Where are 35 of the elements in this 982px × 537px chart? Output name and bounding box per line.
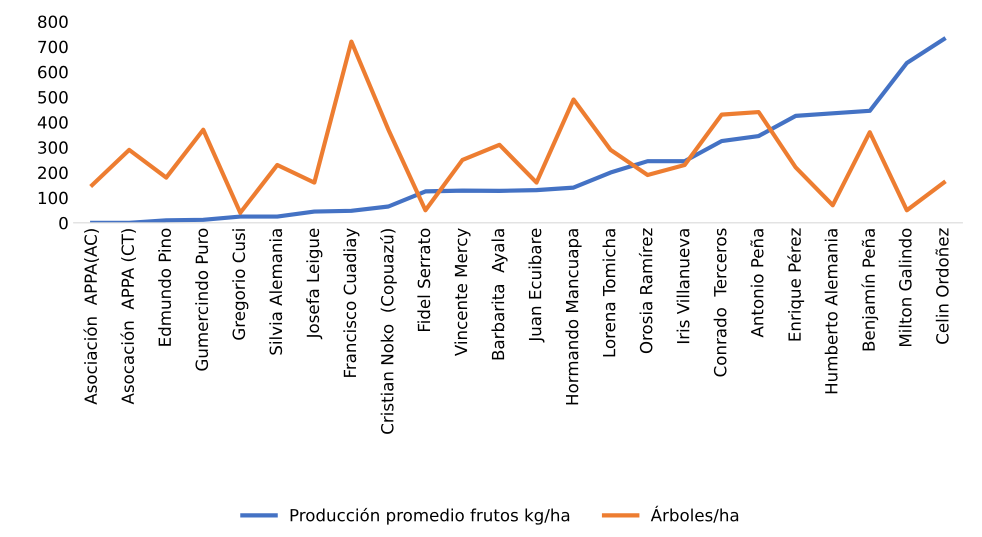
y-tick-label: 700: [38, 40, 68, 54]
x-tick-label: Gregorio Cusi: [232, 229, 248, 340]
legend-label: Árboles/ha: [650, 506, 738, 523]
y-tick-label: 400: [38, 116, 68, 129]
y-tick-label: 500: [38, 90, 68, 104]
x-tick-label: Gumercindo Puro: [195, 228, 208, 371]
y-tick-label: 200: [38, 166, 68, 180]
x-tick-label: Cristian Noko (Copuazú): [380, 229, 397, 434]
x-tick-label: Milton Galindo: [898, 228, 912, 346]
x-tick-label: Lorena Tomicha: [602, 229, 616, 356]
x-tick-label: Francisco Cuadiay: [343, 228, 360, 377]
x-tick-label: Enrique Pérez: [787, 228, 804, 341]
x-tick-label: Vincente Mercy: [454, 228, 471, 356]
x-tick-label: Josefa Leigue: [306, 228, 322, 340]
x-tick-label: Silvia Alemania: [269, 229, 282, 355]
y-tick-label: 100: [38, 192, 68, 204]
legend-label: Producción promedio frutos kg/ha: [290, 508, 570, 525]
x-tick-label: Hormando Mancuapa: [565, 229, 582, 404]
x-tick-label: Benjamín Peña: [861, 229, 878, 350]
x-tick-label: Orosia Ramírez: [638, 228, 652, 354]
x-tick-label: Asocación APPA (CT): [120, 229, 136, 404]
y-tick-label: 0: [59, 216, 68, 230]
x-tick-label: Fidel Serrato: [417, 228, 430, 332]
x-tick-label: Juan Ecuibare: [528, 228, 544, 343]
y-tick-label: 600: [38, 66, 68, 78]
x-tick-label: Celin Ordoñez: [935, 228, 949, 344]
x-tick-label: Barbarita Ayala: [491, 229, 508, 360]
x-tick-label: Iris Villanueva: [676, 229, 690, 344]
x-tick-label: Asociación APPA(AC): [83, 229, 99, 405]
x-tick-label: Humberto Alemania: [824, 229, 838, 394]
y-tick-label: 800: [38, 15, 68, 28]
y-tick-label: 300: [38, 141, 68, 154]
x-tick-label: Edmundo Pino: [158, 228, 172, 346]
x-tick-label: Conrado Terceros: [714, 228, 727, 376]
x-tick-label: Antonio Peña: [750, 229, 764, 338]
